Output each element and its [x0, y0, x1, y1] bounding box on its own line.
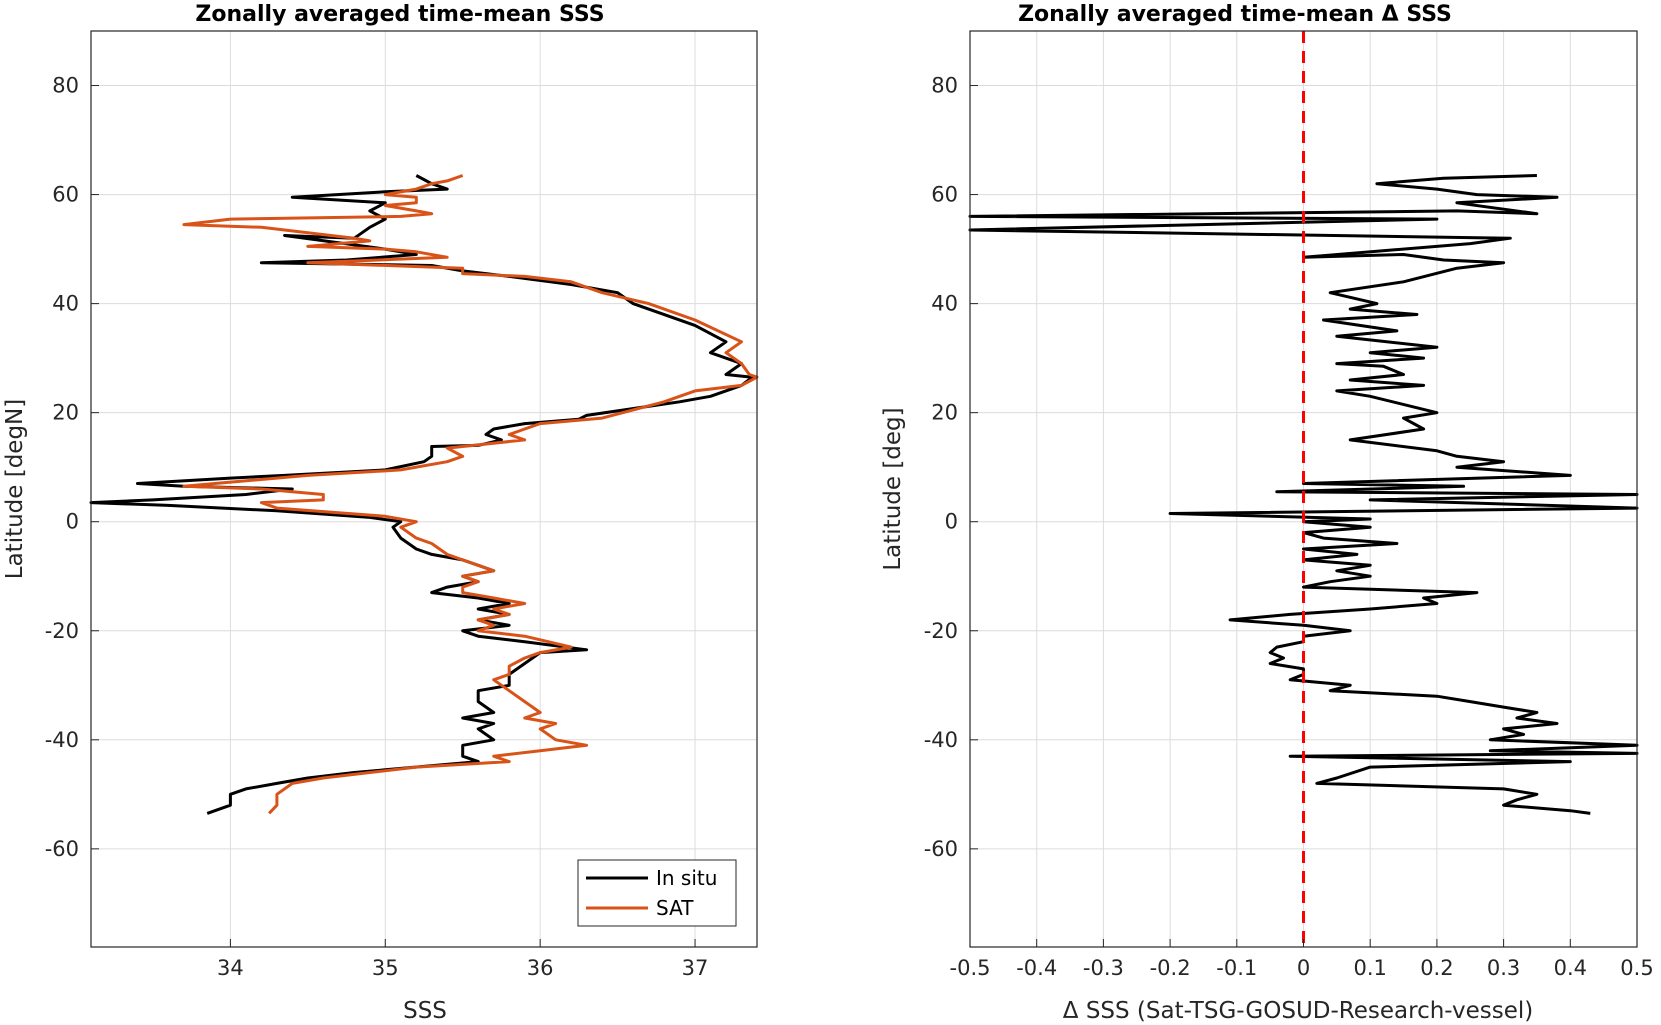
x-tick-label: 0 [1297, 956, 1310, 980]
y-tick-label: 40 [52, 292, 79, 316]
x-tick-label: 0.2 [1420, 956, 1453, 980]
series-line-in-situ [89, 174, 754, 815]
y-tick-label: 20 [931, 401, 958, 425]
sss-chart: Zonally averaged time-mean SSS 34 35 36 37 -… [2, 2, 759, 1024]
x-tick-label: 37 [682, 956, 709, 980]
x-tick-label: 0.5 [1620, 956, 1653, 980]
x-tick-label: -0.2 [1150, 956, 1191, 980]
x-axis-label: Δ SSS (Sat-TSG-GOSUD-Research-vessel) [1063, 998, 1533, 1024]
x-tick-label: 34 [217, 956, 244, 980]
legend: In situ SAT [577, 859, 737, 927]
y-tick-label: 80 [931, 74, 958, 98]
y-axis-label: Latitude [degN] [2, 399, 28, 579]
y-tick-label: -60 [924, 837, 958, 861]
legend-box [577, 859, 737, 927]
y-tick-label: 20 [52, 401, 79, 425]
grid [91, 31, 757, 947]
axes-frame [90, 30, 758, 948]
y-tick-label: 60 [52, 183, 79, 207]
tick-labels: 34 35 36 37 -60 -40 -20 0 20 40 60 80 [45, 74, 709, 980]
x-tick-label: -0.3 [1083, 956, 1124, 980]
y-tick-label: 40 [931, 292, 958, 316]
x-tick-label: 0.4 [1554, 956, 1587, 980]
y-tick-label: 60 [931, 183, 958, 207]
series-group [89, 174, 759, 815]
y-tick-label: -60 [45, 837, 79, 861]
y-tick-label: -20 [45, 619, 79, 643]
y-tick-label: 0 [66, 510, 79, 534]
x-tick-label: -0.4 [1016, 956, 1057, 980]
x-tick-label: -0.1 [1216, 956, 1257, 980]
x-tick-label: 36 [527, 956, 554, 980]
x-tick-label: 0.3 [1487, 956, 1520, 980]
x-tick-label: -0.5 [950, 956, 991, 980]
tick-labels: -0.5 -0.4 -0.3 -0.2 -0.1 0 0.1 0.2 0.3 0.4 0.5 -60 -… [924, 74, 1654, 980]
y-tick-label: 0 [945, 510, 958, 534]
chart-title: Zonally averaged time-mean Δ SSS [1018, 2, 1452, 27]
chart-title: Zonally averaged time-mean SSS [195, 2, 604, 27]
legend-label-sat: SAT [656, 896, 694, 920]
y-axis-label: Latitude [deg] [880, 407, 906, 570]
y-tick-label: -20 [924, 619, 958, 643]
y-tick-label: 80 [52, 74, 79, 98]
y-tick-label: -40 [45, 728, 79, 752]
grid [969, 31, 1638, 947]
delta-sss-chart: Zonally averaged time-mean Δ SSS -0.5 -0.… [880, 2, 1654, 1024]
series-line-sat [182, 174, 759, 815]
y-tick-label: -40 [924, 728, 958, 752]
x-axis-label: SSS [403, 998, 447, 1024]
x-tick-label: 35 [372, 956, 399, 980]
x-tick-label: 0.1 [1353, 956, 1386, 980]
legend-label-in-situ: In situ [656, 866, 717, 890]
